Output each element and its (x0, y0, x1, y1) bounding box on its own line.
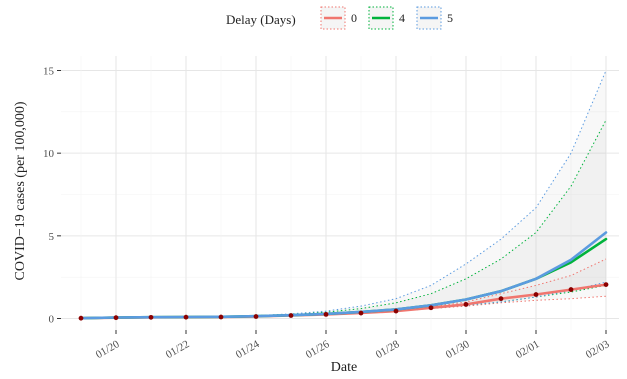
observed-point (183, 314, 189, 320)
y-tick-label: 10 (43, 148, 55, 160)
observed-point (358, 310, 364, 316)
legend-label-delay-0: 0 (351, 11, 357, 25)
observed-point (568, 287, 574, 292)
observed-point (148, 314, 154, 320)
plot-panel (61, 56, 619, 330)
legend-label-delay-4: 4 (399, 11, 405, 25)
series-lines (79, 231, 608, 320)
legend-label-delay-5: 5 (447, 11, 453, 25)
observed-point (498, 296, 504, 302)
observed-points (78, 282, 609, 321)
observed-point (253, 314, 259, 319)
x-axis-label: Date (331, 360, 357, 375)
line-delay-5 (79, 231, 608, 320)
observed-point (533, 292, 539, 297)
y-tick-label: 0 (49, 314, 55, 326)
observed-point (323, 311, 329, 317)
y-axis-label: COVID−19 cases (per 100,000) (13, 101, 28, 280)
upper-bound-delay-5 (80, 70, 607, 319)
observed-point (393, 308, 399, 314)
observed-point (218, 314, 224, 320)
y-tick-label: 5 (49, 231, 55, 243)
ribbon-delay-5 (81, 70, 606, 319)
interval-lines (80, 70, 607, 319)
observed-point (288, 313, 294, 318)
observed-point (78, 315, 84, 321)
legend-title: Delay (Days) (226, 12, 296, 27)
observed-point (428, 305, 434, 311)
observed-point (113, 315, 119, 321)
upper-bound-delay-4 (80, 119, 607, 319)
observed-point (603, 282, 609, 288)
y-tick-label: 15 (43, 66, 55, 78)
legend: Delay (Days) 0 4 5 (226, 6, 453, 30)
observed-point (463, 302, 469, 307)
